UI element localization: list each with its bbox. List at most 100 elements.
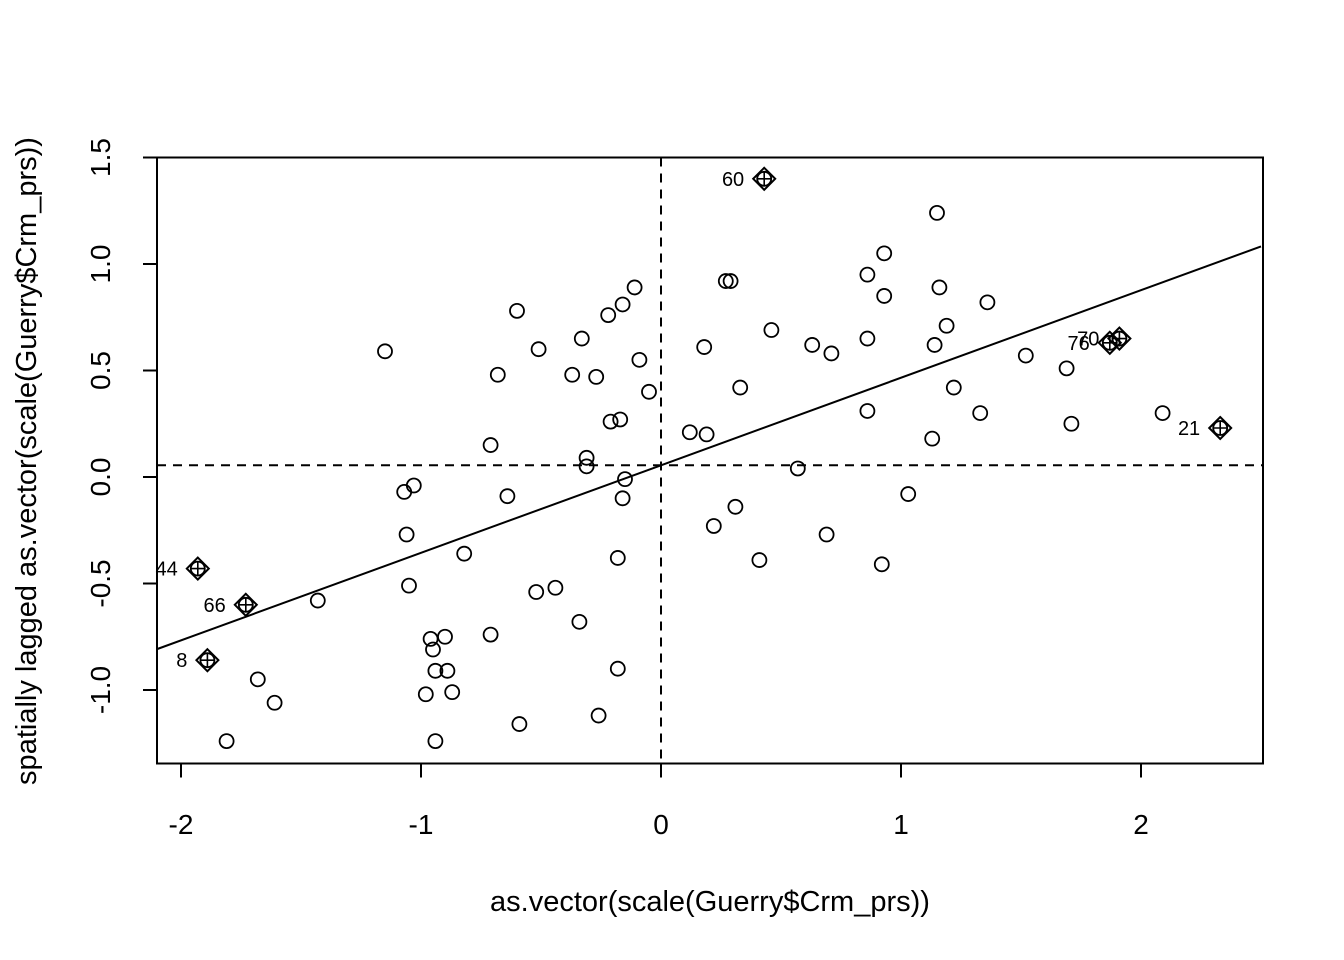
data-point	[626, 279, 643, 296]
data-point	[681, 424, 698, 441]
data-point	[631, 351, 648, 368]
influential-point-cross	[190, 561, 205, 576]
influential-point-label: 8	[176, 650, 187, 672]
data-point	[722, 273, 739, 289]
x-axis: -2 -1 0 1 2	[169, 762, 1149, 840]
data-point	[602, 413, 619, 430]
data-point	[396, 484, 413, 500]
data-point	[437, 628, 453, 645]
influential-point: 66	[204, 592, 259, 618]
data-point	[425, 641, 441, 658]
influential-point-cross	[200, 653, 215, 668]
data-point	[427, 733, 444, 750]
data-point	[945, 379, 962, 396]
data-point	[612, 411, 629, 428]
influential-point-diamond	[185, 556, 211, 582]
data-point	[427, 662, 444, 679]
influential-point-cross	[757, 171, 772, 186]
data-point	[609, 550, 626, 566]
data-point	[1154, 405, 1171, 422]
data-point	[1017, 347, 1034, 364]
x-axis-title: as.vector(scale(Guerry$Crm_prs))	[490, 886, 930, 918]
influential-point: 8	[176, 647, 220, 673]
data-point	[573, 330, 590, 347]
data-point	[972, 405, 989, 422]
data-point	[818, 526, 835, 543]
data-point	[489, 366, 506, 383]
x-tick-label: 1	[893, 809, 909, 840]
data-point	[614, 490, 631, 507]
data-point	[564, 366, 581, 383]
data-point	[439, 662, 456, 679]
influential-point-diamond	[1207, 415, 1233, 441]
data-point	[417, 686, 434, 703]
y-tick-label: 0.5	[85, 351, 116, 390]
data-point	[218, 733, 235, 750]
influential-point-label: 21	[1178, 418, 1200, 440]
data-point	[789, 460, 806, 477]
y-axis-title: spatially lagged as.vector(scale(Guerry$…	[11, 137, 43, 785]
data-point	[859, 403, 876, 419]
influential-point-label: 70	[1077, 329, 1099, 351]
data-point	[804, 337, 821, 353]
data-point	[398, 526, 415, 543]
y-tick-label: 0.0	[85, 458, 116, 497]
influential-point-cross	[238, 597, 253, 612]
data-point	[590, 707, 607, 724]
data-point	[499, 488, 516, 505]
regression-line-path	[156, 245, 1262, 651]
data-point	[571, 613, 588, 630]
data-point	[876, 288, 893, 304]
data-point	[444, 684, 461, 701]
plot-frame	[156, 156, 1264, 765]
mean-reference-lines	[157, 157, 1263, 764]
influential-point: 76	[1068, 330, 1123, 356]
data-point	[900, 486, 917, 502]
data-point	[600, 307, 617, 324]
data-point	[727, 498, 744, 515]
data-point	[509, 302, 525, 319]
x-tick-label: -1	[409, 809, 434, 840]
data-point	[588, 368, 605, 385]
regression-line	[156, 245, 1262, 651]
y-tick-label: -1.0	[85, 666, 116, 714]
data-point	[249, 671, 266, 688]
data-point	[763, 322, 780, 338]
influential-point: 44	[156, 556, 211, 582]
influential-point-cross	[1102, 335, 1117, 350]
influential-point: 21	[1178, 415, 1233, 441]
data-point	[705, 518, 722, 534]
data-point	[511, 716, 528, 732]
data-point	[1063, 415, 1080, 432]
data-point	[578, 458, 595, 475]
data-point	[876, 245, 893, 262]
data-point	[482, 626, 499, 643]
influential-point-label: 76	[1068, 333, 1090, 355]
data-point	[530, 341, 547, 358]
data-point	[617, 471, 633, 488]
data-point	[696, 339, 713, 355]
data-point	[698, 426, 715, 443]
y-tick-label: -0.5	[85, 559, 116, 607]
data-point	[938, 317, 955, 334]
data-point	[482, 437, 499, 453]
data-point	[929, 204, 945, 221]
data-point	[578, 449, 595, 466]
data-point	[405, 477, 422, 494]
influential-point-diamond	[233, 592, 259, 618]
data-point	[401, 577, 417, 594]
influential-point-label: 66	[204, 595, 226, 617]
influential-point-label: 60	[722, 169, 744, 191]
data-point	[547, 579, 564, 596]
data-point	[1058, 360, 1075, 377]
data-point	[377, 343, 393, 360]
influential-point-cross	[1213, 421, 1228, 436]
data-point	[873, 556, 890, 573]
influential-point: 60	[722, 166, 777, 192]
y-tick-label: 1.0	[85, 245, 116, 284]
data-points	[218, 204, 1171, 750]
data-point	[931, 279, 948, 296]
data-point	[528, 584, 545, 600]
influential-point-diamond	[1097, 330, 1123, 356]
